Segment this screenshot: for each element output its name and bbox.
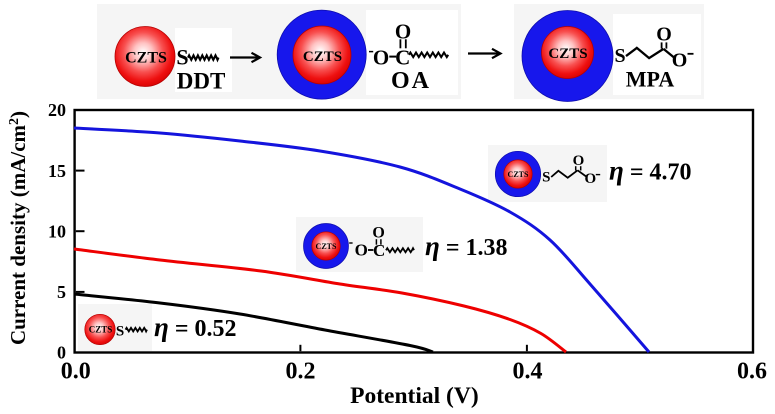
svg-text:S: S bbox=[116, 323, 124, 339]
svg-text:S: S bbox=[614, 45, 625, 67]
svg-text:O: O bbox=[584, 171, 596, 187]
svg-text:η = 4.70: η = 4.70 bbox=[609, 156, 692, 186]
svg-text:O: O bbox=[373, 45, 389, 69]
svg-text:S: S bbox=[542, 170, 550, 186]
svg-text:O: O bbox=[573, 153, 585, 169]
svg-text:10: 10 bbox=[48, 222, 66, 242]
svg-text:0: 0 bbox=[57, 343, 66, 363]
svg-text:OA: OA bbox=[391, 68, 431, 94]
svg-text:O: O bbox=[672, 49, 688, 71]
svg-text:S: S bbox=[176, 45, 188, 70]
svg-text:CZTS: CZTS bbox=[316, 242, 337, 251]
svg-text:η = 0.52: η = 0.52 bbox=[154, 312, 237, 342]
svg-text:Potential (V): Potential (V) bbox=[350, 383, 479, 409]
svg-text:O: O bbox=[395, 19, 411, 43]
svg-text:C: C bbox=[395, 45, 410, 69]
svg-text:C: C bbox=[373, 241, 385, 260]
svg-text:0.6: 0.6 bbox=[737, 359, 767, 385]
svg-text:CZTS: CZTS bbox=[303, 49, 342, 65]
svg-text:CZTS: CZTS bbox=[89, 325, 113, 335]
svg-text:CZTS: CZTS bbox=[125, 50, 167, 67]
svg-text:0.4: 0.4 bbox=[513, 359, 543, 385]
svg-text:15: 15 bbox=[48, 161, 66, 181]
svg-text:O: O bbox=[372, 224, 384, 241]
svg-text:5: 5 bbox=[57, 282, 66, 302]
svg-text:0.0: 0.0 bbox=[61, 359, 91, 385]
svg-text:η = 1.38: η = 1.38 bbox=[425, 231, 508, 261]
svg-text:MPA: MPA bbox=[626, 67, 675, 92]
svg-text:CZTS: CZTS bbox=[548, 46, 587, 62]
svg-text:Current density (mA/cm2): Current density (mA/cm2) bbox=[6, 111, 30, 345]
svg-text:DDT: DDT bbox=[177, 69, 226, 94]
svg-text:CZTS: CZTS bbox=[508, 170, 529, 179]
svg-text:O: O bbox=[656, 24, 672, 46]
svg-text:20: 20 bbox=[48, 100, 66, 120]
svg-text:0.2: 0.2 bbox=[286, 359, 316, 385]
svg-text:O: O bbox=[355, 240, 368, 259]
